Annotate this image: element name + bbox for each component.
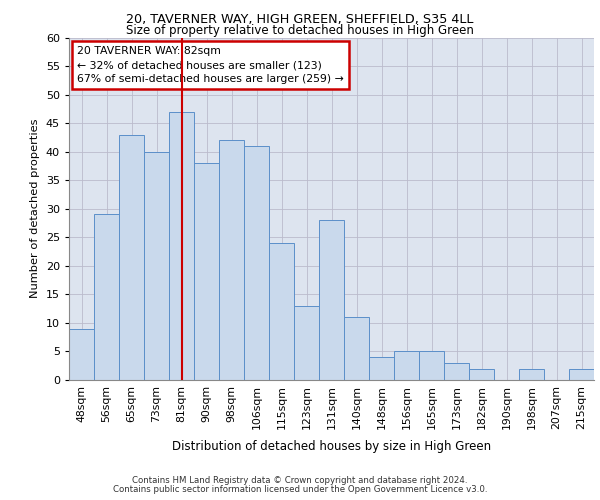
Bar [444,363,469,380]
Bar [369,357,394,380]
Bar [269,243,294,380]
Text: Contains public sector information licensed under the Open Government Licence v3: Contains public sector information licen… [113,485,487,494]
Bar [119,134,144,380]
Bar [144,152,169,380]
Bar [469,368,494,380]
Text: Contains HM Land Registry data © Crown copyright and database right 2024.: Contains HM Land Registry data © Crown c… [132,476,468,485]
Text: 20, TAVERNER WAY, HIGH GREEN, SHEFFIELD, S35 4LL: 20, TAVERNER WAY, HIGH GREEN, SHEFFIELD,… [127,12,473,26]
Bar [519,368,544,380]
Bar [569,368,594,380]
X-axis label: Distribution of detached houses by size in High Green: Distribution of detached houses by size … [172,440,491,453]
Bar [169,112,194,380]
Bar [219,140,244,380]
Bar [344,317,369,380]
Bar [94,214,119,380]
Bar [194,163,219,380]
Bar [294,306,319,380]
Bar [244,146,269,380]
Bar [419,352,444,380]
Text: Size of property relative to detached houses in High Green: Size of property relative to detached ho… [126,24,474,37]
Y-axis label: Number of detached properties: Number of detached properties [30,119,40,298]
Bar [319,220,344,380]
Text: 20 TAVERNER WAY: 82sqm
← 32% of detached houses are smaller (123)
67% of semi-de: 20 TAVERNER WAY: 82sqm ← 32% of detached… [77,46,344,84]
Bar [69,328,94,380]
Bar [394,352,419,380]
